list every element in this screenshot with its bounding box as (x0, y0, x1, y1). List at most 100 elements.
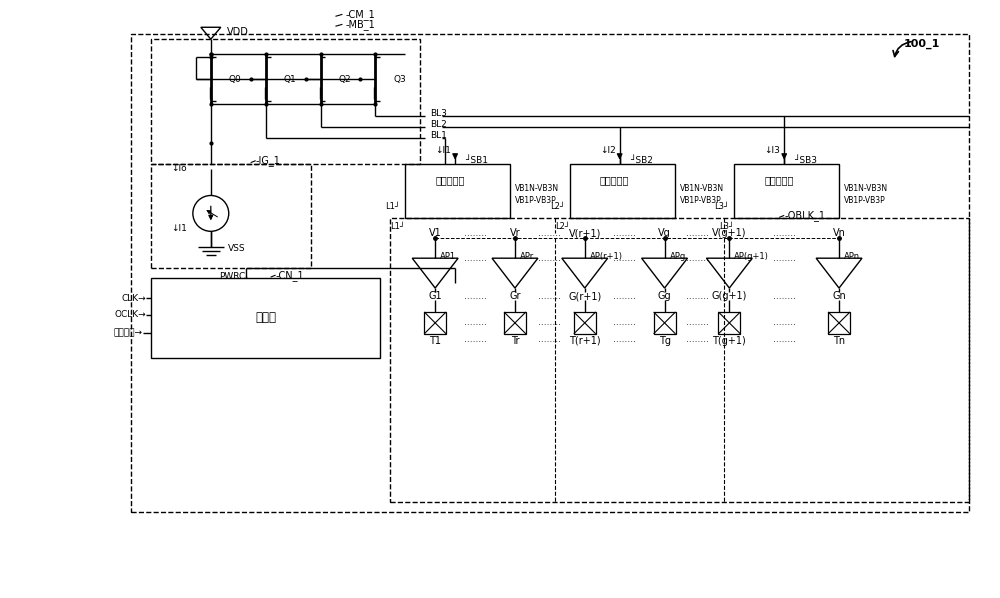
Bar (131, 34, 969, 512)
Text: ........: ........ (613, 291, 636, 301)
Text: T(g+1): T(g+1) (712, 336, 746, 346)
Text: ........: ........ (538, 335, 561, 344)
Text: V(g+1): V(g+1) (712, 228, 747, 239)
Text: 副偏压电路: 副偏压电路 (600, 176, 629, 185)
Text: Tn: Tn (833, 336, 845, 346)
Text: V(r+1): V(r+1) (569, 228, 601, 239)
Text: -CM_1: -CM_1 (345, 9, 375, 20)
Text: ........: ........ (686, 254, 709, 263)
Text: BL2: BL2 (430, 120, 447, 129)
Text: L2┘: L2┘ (555, 222, 570, 231)
Text: Q1: Q1 (284, 75, 296, 84)
Text: VB1P-VB3P: VB1P-VB3P (515, 196, 557, 205)
Text: BL1: BL1 (430, 131, 447, 140)
Text: ┘SB3: ┘SB3 (794, 156, 817, 165)
Text: ........: ........ (686, 229, 709, 238)
Text: 控制部: 控制部 (255, 312, 276, 324)
Text: ↓I1: ↓I1 (435, 146, 451, 155)
Text: ↓I2: ↓I2 (600, 146, 615, 155)
Text: ........: ........ (538, 229, 561, 238)
Text: 副偏压电路: 副偏压电路 (435, 176, 465, 185)
Text: Gg: Gg (658, 291, 671, 301)
Text: ........: ........ (773, 229, 796, 238)
Text: Tr: Tr (511, 336, 519, 346)
Text: VSS: VSS (228, 244, 245, 253)
Text: ........: ........ (464, 229, 487, 238)
Text: Q3: Q3 (393, 75, 406, 84)
Bar (151, 164, 311, 268)
Text: ........: ........ (538, 254, 561, 263)
Text: ........: ........ (613, 335, 636, 344)
Text: ↓I1: ↓I1 (171, 224, 187, 233)
Text: ........: ........ (464, 254, 487, 263)
Text: VB1P-VB3P: VB1P-VB3P (680, 196, 721, 205)
Text: Vr: Vr (510, 228, 520, 239)
Text: ........: ........ (538, 318, 561, 327)
Text: T(r+1): T(r+1) (569, 336, 601, 346)
Text: G1: G1 (428, 291, 442, 301)
Text: VB1N-VB3N: VB1N-VB3N (515, 184, 559, 193)
Text: -MB_1: -MB_1 (345, 19, 375, 30)
Text: L1┘: L1┘ (390, 222, 405, 231)
Text: ↓I3: ↓I3 (764, 146, 780, 155)
Text: V1: V1 (429, 228, 442, 239)
Text: ........: ........ (464, 335, 487, 344)
Bar (828, 312, 850, 334)
Text: ........: ........ (773, 335, 796, 344)
Text: ........: ........ (773, 254, 796, 263)
Text: ........: ........ (686, 335, 709, 344)
Text: 设定信号→: 设定信号→ (114, 328, 143, 337)
Bar (654, 312, 676, 334)
Text: AP1: AP1 (440, 252, 456, 261)
Text: APr: APr (520, 252, 534, 261)
Text: ........: ........ (686, 291, 709, 301)
Text: ........: ........ (464, 291, 487, 301)
Text: G(r+1): G(r+1) (568, 291, 601, 301)
Text: ........: ........ (773, 291, 796, 301)
Text: L3┘: L3┘ (714, 202, 729, 211)
Text: G(g+1): G(g+1) (712, 291, 747, 301)
Text: 100_1: 100_1 (904, 39, 940, 49)
Text: L3┘: L3┘ (719, 222, 734, 231)
Text: ........: ........ (538, 291, 561, 301)
Text: ........: ........ (773, 318, 796, 327)
Bar (390, 218, 969, 502)
Text: Q0: Q0 (229, 75, 242, 84)
Text: Q2: Q2 (338, 75, 351, 84)
Text: T1: T1 (429, 336, 441, 346)
Text: Tg: Tg (659, 336, 671, 346)
Text: AP(g+1): AP(g+1) (734, 252, 769, 261)
Bar (718, 312, 740, 334)
Bar (424, 312, 446, 334)
Text: VB1N-VB3N: VB1N-VB3N (844, 184, 888, 193)
Text: CLK→: CLK→ (121, 294, 146, 303)
Text: ┘SB2: ┘SB2 (630, 156, 653, 165)
Text: ........: ........ (613, 254, 636, 263)
Text: ........: ........ (686, 318, 709, 327)
Text: ┘SB1: ┘SB1 (465, 156, 488, 165)
Text: L1┘: L1┘ (385, 202, 400, 211)
Bar (151, 39, 420, 164)
Text: 副偏压电路: 副偏压电路 (765, 176, 794, 185)
Bar (570, 164, 675, 218)
Bar (504, 312, 526, 334)
Text: VB1P-VB3P: VB1P-VB3P (844, 196, 886, 205)
Text: PWRC: PWRC (219, 271, 246, 280)
Text: OCLK→: OCLK→ (114, 310, 146, 319)
Bar (734, 164, 839, 218)
Text: VB1N-VB3N: VB1N-VB3N (680, 184, 724, 193)
Text: -OBLK_1: -OBLK_1 (784, 210, 825, 221)
Bar (405, 164, 510, 218)
Text: ........: ........ (613, 229, 636, 238)
Text: -IG_1: -IG_1 (256, 155, 281, 166)
Bar (151, 278, 380, 358)
Text: Gr: Gr (509, 291, 521, 301)
Text: -CN_1: -CN_1 (276, 270, 304, 280)
Text: Vg: Vg (658, 228, 671, 239)
Text: L2┘: L2┘ (550, 202, 565, 211)
Text: APg: APg (670, 252, 686, 261)
Text: AP(r+1): AP(r+1) (590, 252, 623, 261)
Text: Gn: Gn (832, 291, 846, 301)
Text: BL3: BL3 (430, 109, 447, 118)
Text: ........: ........ (613, 318, 636, 327)
